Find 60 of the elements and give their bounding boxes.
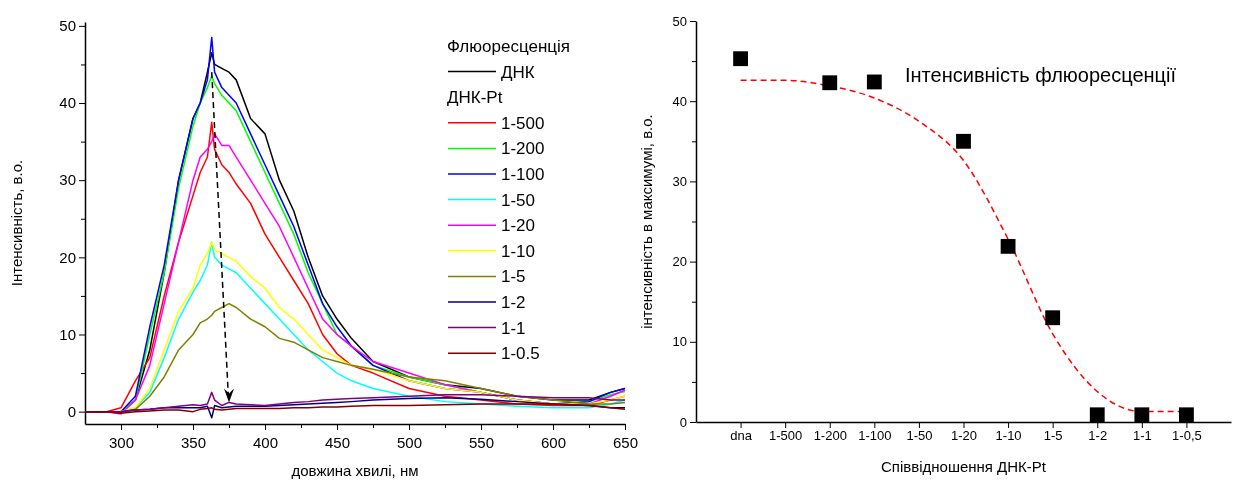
x-tick-label: 1-2 [1088, 428, 1108, 444]
legend-label: 1-100 [501, 165, 545, 184]
x-axis-title: Співвідношення ДНК-Pt [880, 458, 1047, 475]
annotation: ДНК-Pt [447, 88, 503, 108]
y-tick-label: 50 [59, 17, 76, 35]
point [733, 51, 748, 67]
legend-label: 1-5 [501, 267, 526, 287]
y-tick-label: 10 [59, 325, 76, 343]
x-tick-label: 1-20 [950, 428, 978, 444]
x-tick-label: 1-0,5 [1172, 428, 1202, 444]
x-tick-label: 300 [108, 434, 135, 451]
x-tick-label: 1-50 [906, 428, 933, 444]
y-axis-title: інтенсивність в максимумі, в.о. [638, 114, 655, 329]
line-series [120, 241, 626, 413]
point [1179, 407, 1194, 423]
legend-label: 1-2 [501, 293, 526, 312]
text: Інтенсивність флюоресценції [905, 64, 1177, 86]
y-tick-label: 30 [672, 174, 687, 190]
y-tick-label: 10 [672, 334, 687, 350]
y-tick-label: 50 [672, 13, 687, 29]
point [822, 75, 838, 91]
line-series [84, 403, 626, 414]
point [866, 74, 882, 90]
x-tick-label: 1-10 [995, 428, 1022, 444]
point [1000, 238, 1016, 254]
x-tick-label: 450 [324, 434, 351, 451]
x-tick-label: 550 [468, 434, 495, 451]
x-tick-label: 1-200 [813, 428, 847, 444]
legend-label: 1-10 [501, 241, 536, 261]
point [956, 133, 971, 149]
legend-label: 1-0.5 [501, 344, 540, 364]
legend-label: 1-20 [501, 216, 536, 236]
x-tick-label: 1-1 [1132, 428, 1152, 444]
legend-label: 1-1 [501, 318, 526, 338]
y-tick-label: 0 [679, 414, 687, 430]
legend-label: 1-200 [501, 139, 545, 159]
legend-label: 1-50 [501, 190, 536, 210]
legend-label: 1-500 [501, 113, 545, 133]
x-tick-label: 650 [612, 434, 639, 451]
x-axis-title: довжина хвилі, нм [291, 462, 419, 479]
y-tick-label: 40 [59, 94, 76, 112]
y-tick-label: 30 [59, 171, 76, 189]
x-tick-label: 350 [180, 434, 207, 451]
x-tick-label: 1-100 [858, 428, 892, 444]
legend-title: Флюоресценція [447, 37, 571, 56]
point [1045, 310, 1061, 326]
y-tick-label: 0 [67, 402, 76, 420]
x-tick-label: 400 [252, 434, 279, 451]
point [1134, 407, 1150, 423]
x-tick-label: dna [730, 428, 753, 444]
y-tick-label: 20 [59, 248, 76, 266]
x-tick-label: 1-5 [1043, 428, 1063, 444]
y-tick-label: 20 [672, 254, 687, 270]
x-tick-label: 1-500 [769, 428, 803, 444]
y-axis-title: Інтенсивність, в.о. [8, 159, 25, 287]
y-tick-label: 40 [672, 93, 687, 109]
legend-label: ДНК [501, 62, 535, 82]
point [1089, 407, 1105, 423]
x-tick-label: 600 [540, 434, 567, 451]
x-tick-label: 500 [396, 434, 423, 451]
